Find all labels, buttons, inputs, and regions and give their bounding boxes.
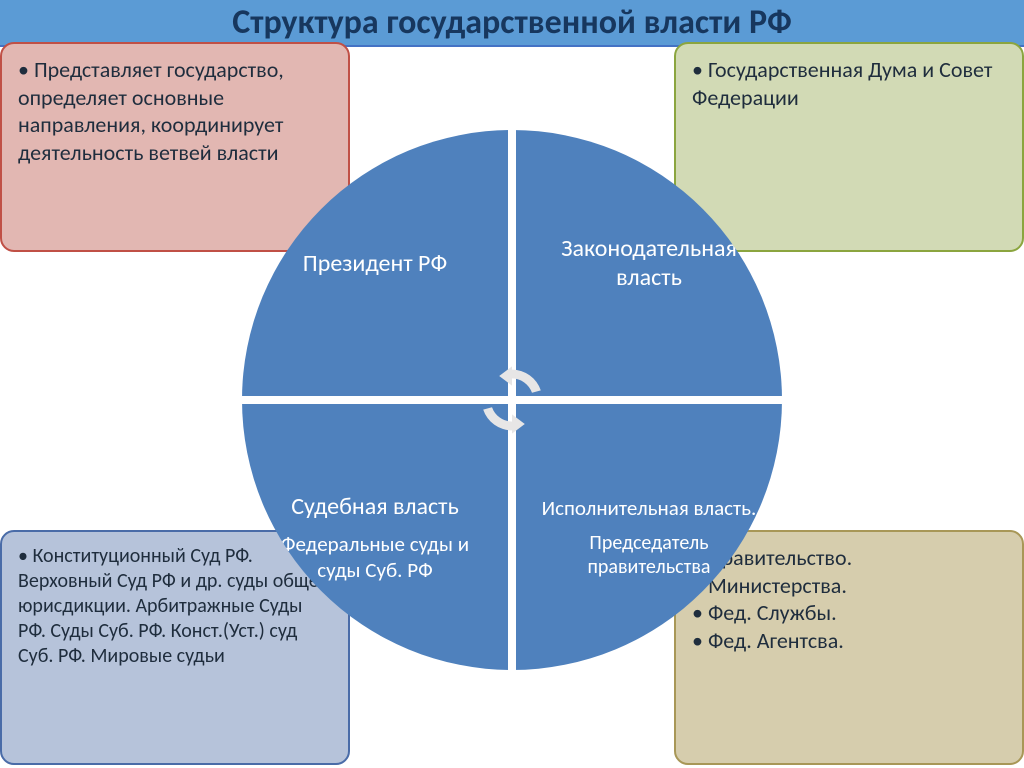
- page-title: Структура государственной власти РФ: [0, 0, 1024, 47]
- power-circle: Президент РФ Законодательная власть Суде…: [242, 130, 782, 670]
- cycle-arrows-icon: [467, 355, 557, 445]
- quadrant-label: Законодательная власть: [536, 234, 762, 292]
- quadrant-sublabel: Федеральные суды и суды Суб. РФ: [262, 531, 488, 583]
- quadrant-executive: Исполнительная власть. Председатель прав…: [512, 400, 782, 670]
- quadrant-sublabel: Председатель правительства: [536, 531, 762, 579]
- quadrant-label: Президент РФ: [303, 249, 447, 278]
- quadrant-label: Судебная власть: [291, 492, 459, 521]
- quadrant-judicial: Судебная власть Федеральные суды и суды …: [242, 400, 512, 670]
- box-tr-item: Государственная Дума и Совет Федерации: [692, 56, 1006, 111]
- quadrant-legislative: Законодательная власть: [512, 130, 782, 400]
- quadrant-label: Исполнительная власть.: [542, 495, 757, 521]
